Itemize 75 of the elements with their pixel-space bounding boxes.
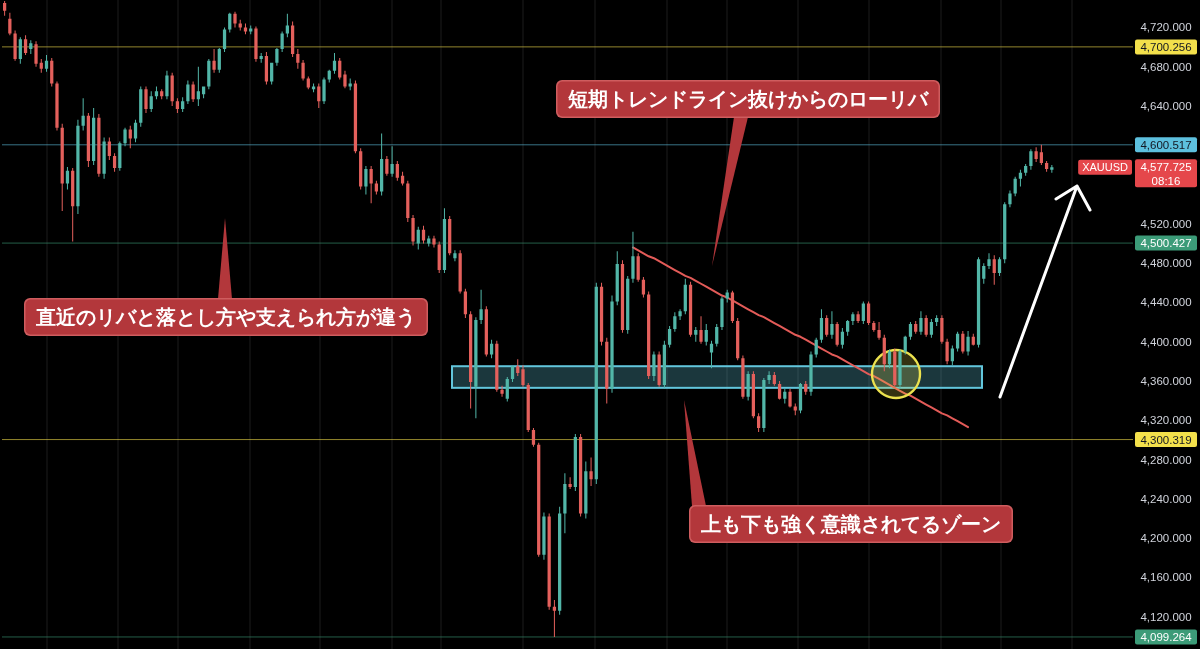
candlestick [563,473,567,534]
candlestick [919,311,923,335]
y-tick-label: 4,320.000 [1140,414,1192,427]
y-tick-label: 4,400.000 [1140,335,1192,348]
candlestick [898,349,902,389]
candlestick [186,80,190,105]
annotation: 上も下も強く意識されてるゾーン [700,513,1001,536]
y-tick-label: 4,280.000 [1140,453,1192,466]
candlestick [568,477,572,489]
candlestick [877,322,881,340]
candlestick [144,86,148,113]
candlestick [254,26,258,62]
ref-line-label: 4,300.319 [1140,433,1192,446]
candlestick [521,365,525,387]
candlestick [767,371,771,384]
candlestick [542,512,546,560]
text: 4,577.725 [1140,161,1192,174]
candlestick [191,81,195,103]
ref-line-label: 4,700.256 [1140,40,1192,53]
candlestick [720,296,724,330]
y-tick-label: 4,520.000 [1140,217,1192,230]
candlestick [411,215,415,246]
ref-line-label: 4,600.517 [1140,138,1192,151]
candlestick [1029,149,1033,170]
candlestick [390,146,394,177]
candlestick [102,137,106,179]
candlestick [212,49,216,73]
candlestick [945,338,949,365]
candlestick [610,295,614,393]
line-series [631,246,970,429]
y-tick-label: 4,200.000 [1140,532,1192,545]
candlestick [55,81,59,131]
y-tick-label: 4,440.000 [1140,296,1192,309]
ref-line-label: 4,099.264 [1140,630,1193,643]
candlestick [741,355,745,399]
candlestick [699,316,703,344]
candlestick [830,311,834,339]
candlestick [500,385,504,397]
candlestick [552,599,557,637]
candlestick [479,289,483,325]
ref-line-label: 4,500.427 [1140,237,1192,250]
candlestick [809,351,813,396]
candlestick [589,457,593,487]
text: 08:16 [1151,175,1181,188]
candlestick [301,59,305,81]
y-tick-label: 4,360.000 [1140,374,1192,387]
y-tick-label: 4,480.000 [1140,257,1192,270]
candlestick [123,127,127,147]
candlestick [678,309,682,321]
candlestick [322,77,326,105]
candlestick [453,250,457,262]
y-tick-label: 4,680.000 [1140,60,1192,73]
candlestick [275,48,279,66]
y-tick-label: 4,240.000 [1140,492,1192,505]
candlestick [233,11,237,28]
y-tick-label: 4,720.000 [1140,21,1192,34]
candlestick [165,70,169,100]
candlestick [987,253,991,270]
annotation: 短期トレンドライン抜けからのローリバ [567,88,930,111]
candlestick [1008,190,1012,208]
candlestick [34,41,38,67]
candlestick [13,30,17,61]
y-tick-label: 4,120.000 [1140,610,1192,623]
candlestick [364,165,368,195]
candlestick [76,119,80,215]
y-tick-label: 4,640.000 [1140,100,1192,113]
annotation: 直近のリバと落とし方や支えられ方が違う [35,306,416,329]
annotation: XAUUSD [1082,161,1129,174]
candlestick [940,315,944,344]
candlestick [631,231,635,283]
candlestick [652,351,656,381]
candlestick [788,388,792,408]
candlestick [856,311,860,324]
candlestick [966,330,970,356]
y-tick-label: 4,160.000 [1140,571,1192,584]
